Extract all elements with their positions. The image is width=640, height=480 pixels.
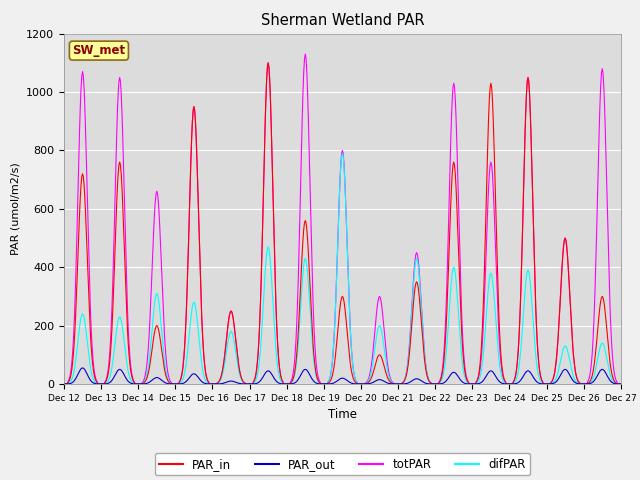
- X-axis label: Time: Time: [328, 408, 357, 421]
- difPAR: [239, 379, 246, 384]
- totPAR: [291, 360, 298, 365]
- PAR_out: [79, 365, 86, 371]
- PAR_in: [130, 379, 138, 384]
- totPAR: [239, 378, 246, 384]
- PAR_out: [60, 381, 68, 387]
- totPAR: [268, 154, 276, 160]
- PAR_in: [269, 186, 276, 192]
- totPAR: [60, 381, 68, 387]
- PAR_out: [456, 376, 464, 382]
- difPAR: [456, 333, 464, 339]
- difPAR: [291, 373, 298, 379]
- difPAR: [130, 380, 138, 386]
- PAR_in: [264, 60, 272, 66]
- Line: difPAR: difPAR: [64, 153, 640, 384]
- difPAR: [60, 381, 68, 387]
- PAR_in: [423, 372, 431, 377]
- difPAR: [339, 150, 346, 156]
- Text: SW_met: SW_met: [72, 44, 125, 57]
- PAR_out: [291, 380, 299, 385]
- Title: Sherman Wetland PAR: Sherman Wetland PAR: [260, 13, 424, 28]
- totPAR: [130, 378, 138, 384]
- Line: PAR_out: PAR_out: [64, 368, 640, 384]
- totPAR: [456, 257, 464, 263]
- totPAR: [301, 51, 309, 57]
- Legend: PAR_in, PAR_out, totPAR, difPAR: PAR_in, PAR_out, totPAR, difPAR: [155, 453, 530, 475]
- Line: totPAR: totPAR: [64, 54, 640, 384]
- PAR_out: [239, 381, 247, 387]
- Line: PAR_in: PAR_in: [64, 63, 640, 384]
- PAR_out: [269, 373, 276, 379]
- difPAR: [423, 369, 431, 375]
- PAR_out: [131, 381, 138, 387]
- PAR_out: [423, 381, 431, 386]
- totPAR: [423, 369, 431, 374]
- PAR_in: [239, 378, 246, 384]
- PAR_in: [60, 381, 68, 387]
- difPAR: [268, 284, 276, 290]
- PAR_in: [456, 290, 464, 296]
- Y-axis label: PAR (umol/m2/s): PAR (umol/m2/s): [11, 162, 20, 255]
- PAR_in: [291, 365, 299, 371]
